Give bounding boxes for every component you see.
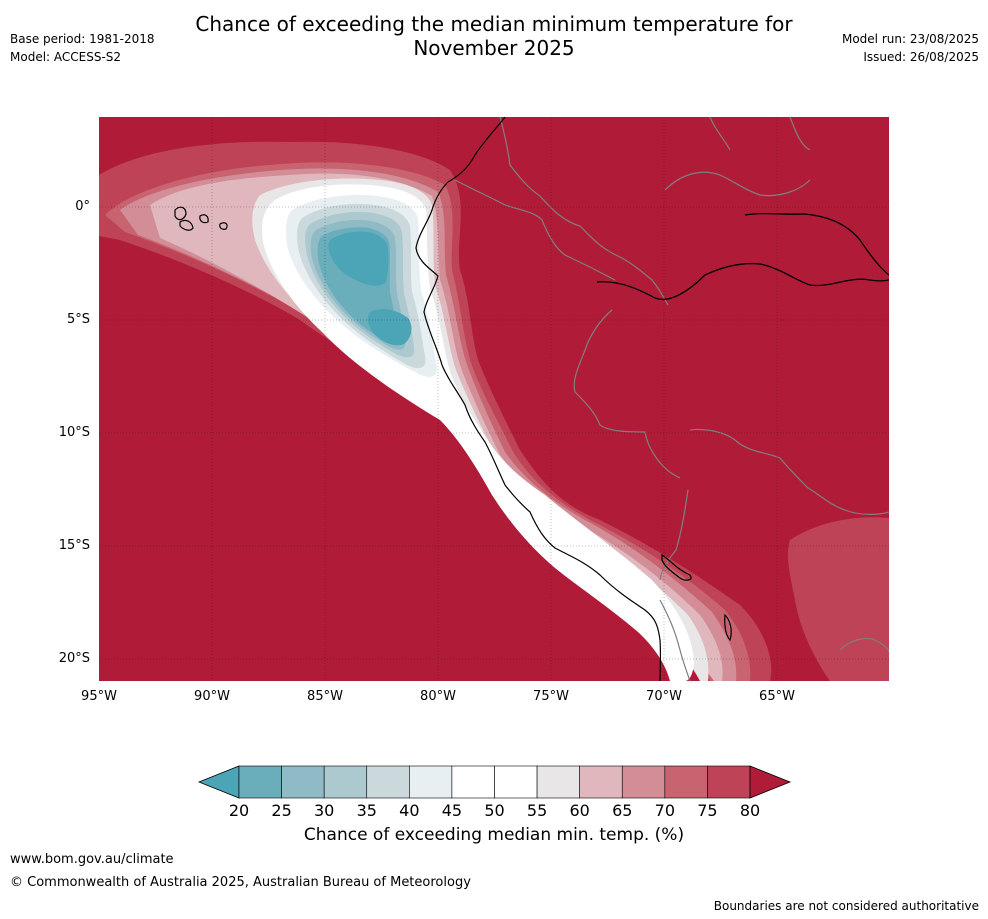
lon-tick-90w: 90°W bbox=[194, 689, 230, 704]
border-colombia-venezuela bbox=[499, 117, 669, 306]
footer-note: Boundaries are not considered authoritat… bbox=[713, 899, 979, 913]
colorbar-cell bbox=[664, 765, 708, 799]
colorbar-tick-label: 25 bbox=[271, 801, 292, 820]
contour-20 bbox=[328, 231, 389, 286]
coast-rio-negro bbox=[744, 212, 889, 276]
colorbar-cell bbox=[494, 765, 538, 799]
colorbar-tick-label: 35 bbox=[356, 801, 377, 820]
colorbar bbox=[197, 765, 792, 799]
border-guyana-suriname bbox=[709, 117, 811, 151]
colorbar-cell bbox=[621, 765, 666, 799]
footer-url: www.bom.gov.au/climate bbox=[10, 852, 174, 867]
border-peru-brazil bbox=[573, 309, 681, 479]
lat-tick-0: 0° bbox=[75, 199, 90, 214]
lat-tick-5s: 5°S bbox=[66, 312, 90, 327]
coast-galapagos-3 bbox=[199, 214, 209, 224]
colorbar-cell bbox=[366, 765, 410, 799]
colorbar-tick-label: 50 bbox=[484, 801, 505, 820]
lon-tick-70w: 70°W bbox=[646, 689, 682, 704]
coastlines bbox=[174, 117, 889, 681]
colorbar-tick-label: 40 bbox=[399, 801, 420, 820]
colorbar-tick-label: 70 bbox=[654, 801, 676, 820]
border-peru-bolivia bbox=[659, 489, 689, 581]
coast-poopo bbox=[724, 613, 732, 642]
border-paraguay bbox=[839, 637, 889, 653]
lat-tick-10s: 10°S bbox=[58, 425, 90, 440]
coast-titicaca bbox=[661, 553, 692, 581]
graticule bbox=[99, 117, 889, 681]
title-line-1: Chance of exceeding the median minimum t… bbox=[195, 12, 793, 36]
coast-galapagos-1 bbox=[174, 206, 187, 221]
colorbar-cells bbox=[238, 765, 751, 799]
coast-galapagos-4 bbox=[219, 222, 228, 230]
coast-colombia-ecuador-peru-chile bbox=[415, 117, 662, 681]
lon-tick-85w: 85°W bbox=[307, 689, 343, 704]
colorbar-tick-label: 20 bbox=[228, 801, 250, 820]
country-borders bbox=[454, 117, 889, 681]
colorbar-tick-label: 45 bbox=[441, 801, 463, 820]
contour-bolivia-patch bbox=[787, 517, 889, 681]
colorbar-tick-label: 65 bbox=[612, 801, 633, 820]
colorbar-cell bbox=[579, 765, 623, 799]
colorbar-cell bbox=[323, 765, 368, 799]
colorbar-label: Chance of exceeding median min. temp. (%… bbox=[303, 825, 685, 845]
lon-tick-80w: 80°W bbox=[420, 689, 456, 704]
colorbar-cell bbox=[281, 765, 325, 799]
colorbar-arrow-low bbox=[197, 765, 240, 799]
issued-date: Issued: 26/08/2025 bbox=[863, 50, 979, 64]
coast-amazon-river bbox=[596, 262, 889, 300]
footer-copyright: © Commonwealth of Australia 2025, Austra… bbox=[10, 875, 471, 890]
border-north-venezuela-guyana bbox=[664, 171, 811, 197]
colorbar-cell bbox=[536, 765, 580, 799]
colorbar-tick-label: 75 bbox=[697, 801, 718, 820]
lat-tick-20s: 20°S bbox=[58, 651, 90, 666]
base-period: Base period: 1981-2018 bbox=[10, 32, 155, 46]
lon-tick-95w: 95°W bbox=[81, 689, 117, 704]
colorbar-tick-label: 55 bbox=[526, 801, 548, 820]
model-name: Model: ACCESS-S2 bbox=[10, 50, 122, 64]
lon-tick-65w: 65°W bbox=[759, 689, 795, 704]
coast-galapagos-2 bbox=[179, 219, 194, 231]
colorbar-cell bbox=[409, 765, 453, 799]
colorbar-arrow-high bbox=[749, 765, 792, 799]
border-chile-bolivia bbox=[659, 599, 691, 681]
lat-tick-15s: 15°S bbox=[58, 538, 90, 553]
border-peru-colombia bbox=[454, 179, 616, 281]
header-meta-left: Base period: 1981-2018 Model: ACCESS-S2 bbox=[10, 30, 155, 66]
colorbar-cell bbox=[238, 765, 282, 799]
lon-tick-75w: 75°W bbox=[533, 689, 569, 704]
contour-20-south bbox=[367, 309, 412, 346]
colorbar-tick-label: 80 bbox=[739, 801, 761, 820]
border-bolivia-brazil bbox=[689, 428, 889, 515]
colorbar-tick-label: 30 bbox=[313, 801, 335, 820]
map-area bbox=[99, 117, 889, 681]
map-title: Chance of exceeding the median minimum t… bbox=[0, 12, 988, 60]
header-meta-right: Model run: 23/08/2025 Issued: 26/08/2025 bbox=[842, 30, 979, 66]
model-run: Model run: 23/08/2025 bbox=[841, 32, 979, 46]
colorbar-tick-label: 60 bbox=[569, 801, 590, 820]
colorbar-cell bbox=[707, 765, 751, 799]
colorbar-cell bbox=[451, 765, 495, 799]
title-line-2: November 2025 bbox=[413, 36, 575, 60]
